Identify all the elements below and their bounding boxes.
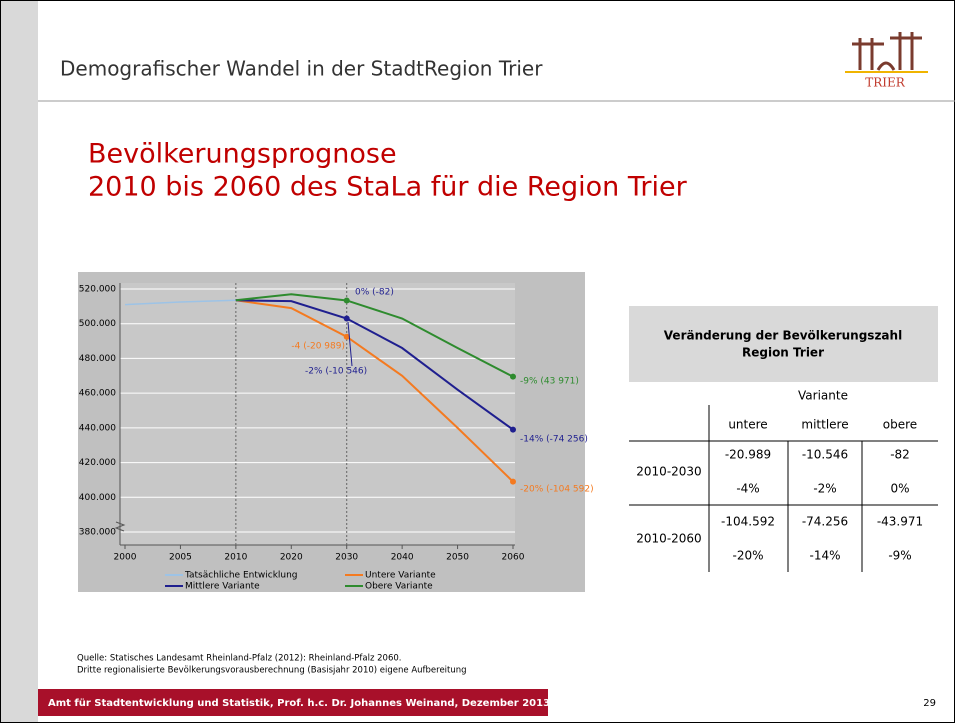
series-line <box>124 299 236 306</box>
column-header: obere <box>883 418 917 432</box>
cell-value: -10.546 <box>802 448 848 462</box>
plot-area <box>120 283 515 545</box>
x-tick-label: 2040 <box>391 553 414 563</box>
cell-percent: -14% <box>809 549 840 563</box>
page-number: 29 <box>923 698 936 709</box>
y-tick-label: 440.000 <box>79 423 116 433</box>
x-tick-label: 2020 <box>280 553 303 563</box>
cell-percent: -4% <box>736 482 759 496</box>
logo-text: TRIER <box>865 76 906 90</box>
x-tick-label: 2030 <box>335 553 358 563</box>
series-line <box>235 299 514 431</box>
cell-value: -74.256 <box>802 515 848 529</box>
series-marker <box>343 297 350 304</box>
series-line <box>235 293 514 378</box>
cell-percent: 0% <box>890 482 909 496</box>
footer-text: Amt für Stadtentwicklung und Statistik, … <box>48 698 550 709</box>
row-label: 2010-2060 <box>636 532 701 546</box>
header-title: Demografischer Wandel in der StadtRegion… <box>60 57 543 81</box>
cell-percent: -2% <box>813 482 836 496</box>
logo-box <box>836 12 934 92</box>
cell-value: -20.989 <box>725 448 771 462</box>
x-tick-label: 2050 <box>446 553 469 563</box>
annotation: -20% (-104 592) <box>520 485 594 495</box>
y-tick-label: 420.000 <box>79 458 116 468</box>
series-marker <box>343 315 350 322</box>
column-header: untere <box>728 418 767 432</box>
annotation: -4 (-20 989) <box>291 342 345 352</box>
source-line: Quelle: Statisches Landesamt Rheinland-P… <box>77 654 401 664</box>
series-marker <box>510 478 516 485</box>
table-header-box <box>629 306 938 382</box>
series-marker <box>510 426 516 433</box>
series-marker <box>510 373 516 380</box>
x-tick-label: 2010 <box>224 553 247 563</box>
y-tick-label: 400.000 <box>79 493 116 503</box>
table-title: Region Trier <box>742 346 824 360</box>
y-tick-label: 520.000 <box>79 285 116 295</box>
y-tick-label: 500.000 <box>79 319 116 329</box>
table-title: Veränderung der Bevölkerungszahl <box>664 329 902 343</box>
cell-value: -82 <box>890 448 910 462</box>
chart: 380.000 400.000 420.000 440.000 460.000 480.0… <box>79 283 594 592</box>
source-line: Dritte regionalisierte Bevölkerungsvorau… <box>77 666 467 676</box>
x-tick-label: 2000 <box>114 553 137 563</box>
y-tick-label: 480.000 <box>79 354 116 364</box>
x-tick-label: 2060 <box>502 553 525 563</box>
legend-label: Mittlere Variante <box>185 582 260 592</box>
column-header: mittlere <box>801 418 848 432</box>
row-label: 2010-2030 <box>636 465 701 479</box>
series-line <box>235 299 514 483</box>
footer-bar <box>38 689 548 716</box>
logo: TRIER <box>836 12 934 92</box>
logo-icon <box>852 32 922 71</box>
annotation: -9% (43 971) <box>520 377 579 387</box>
legend-label: Untere Variante <box>365 571 436 581</box>
x-tick-label: 2005 <box>169 553 192 563</box>
table: Veränderung der Bevölkerungszahl Region T… <box>629 306 938 572</box>
heading-line: 2010 bis 2060 des StaLa für die Region T… <box>88 172 688 203</box>
cell-percent: -20% <box>732 549 763 563</box>
legend-label: Tatsächliche Entwicklung <box>184 571 298 581</box>
y-tick-label: 460.000 <box>79 389 116 399</box>
annotation-pointer <box>347 321 353 367</box>
side-strip <box>0 0 38 723</box>
legend-label: Obere Variante <box>365 582 433 592</box>
y-tick-label: 380.000 <box>79 528 116 538</box>
series-marker <box>343 333 350 340</box>
annotation: 0% (-82) <box>355 288 394 298</box>
cell-percent: -9% <box>888 549 911 563</box>
axis-break <box>114 521 126 532</box>
annotation: -2% (-10 546) <box>305 367 367 377</box>
group-label: Variante <box>798 389 848 403</box>
heading-line: Bevölkerungsprognose <box>88 139 397 170</box>
cell-value: -104.592 <box>721 515 775 529</box>
cell-value: -43.971 <box>877 515 923 529</box>
annotation: -14% (-74 256) <box>520 435 588 445</box>
